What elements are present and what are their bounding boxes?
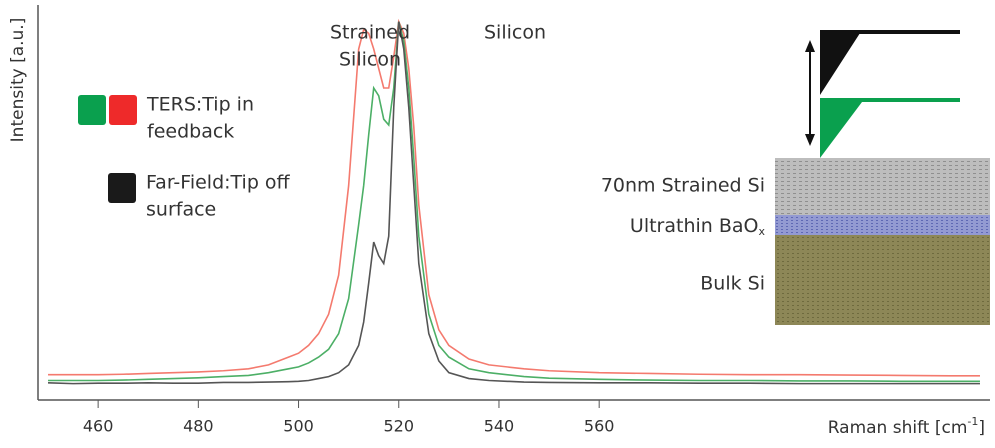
annotation: Silicon <box>484 22 546 44</box>
arrowhead <box>805 40 815 52</box>
annotation: Strained <box>330 22 410 44</box>
tip <box>820 102 862 158</box>
tip <box>820 30 862 95</box>
layer <box>775 235 990 325</box>
cantilever <box>820 98 960 102</box>
layer-label: 70nm Strained Si <box>601 175 765 197</box>
x-tick-label: 460 <box>83 417 114 436</box>
legend-swatch <box>108 173 136 203</box>
legend-label: feedback <box>147 121 234 143</box>
x-tick-label: 560 <box>584 417 615 436</box>
series-line <box>48 21 980 383</box>
x-axis-label: Raman shift [cm-1] <box>828 415 985 438</box>
series-line <box>47 21 980 385</box>
legend-swatch <box>78 95 106 125</box>
x-tick-label: 540 <box>484 417 515 436</box>
layer-label: Ultrathin BaOx <box>630 215 766 239</box>
inset: 70nm Strained Si Ultrathin BaOx Bulk Si <box>601 30 990 325</box>
layer-label: Bulk Si <box>700 273 765 295</box>
legend-label: Far-Field:Tip off <box>146 172 291 194</box>
x-tick-label: 480 <box>183 417 214 436</box>
x-tick-label: 500 <box>283 417 314 436</box>
legend-swatch <box>109 95 137 125</box>
legend-label: surface <box>146 199 216 221</box>
arrowhead <box>805 134 815 146</box>
cantilever <box>820 30 960 34</box>
series-line <box>48 18 980 377</box>
legend-label: TERS:Tip in <box>146 94 254 116</box>
y-axis-label: Intensity [a.u.] <box>8 18 28 143</box>
layer <box>775 158 990 215</box>
x-tick-label: 520 <box>383 417 414 436</box>
annotation: Silicon <box>339 49 401 71</box>
layer <box>775 215 990 235</box>
